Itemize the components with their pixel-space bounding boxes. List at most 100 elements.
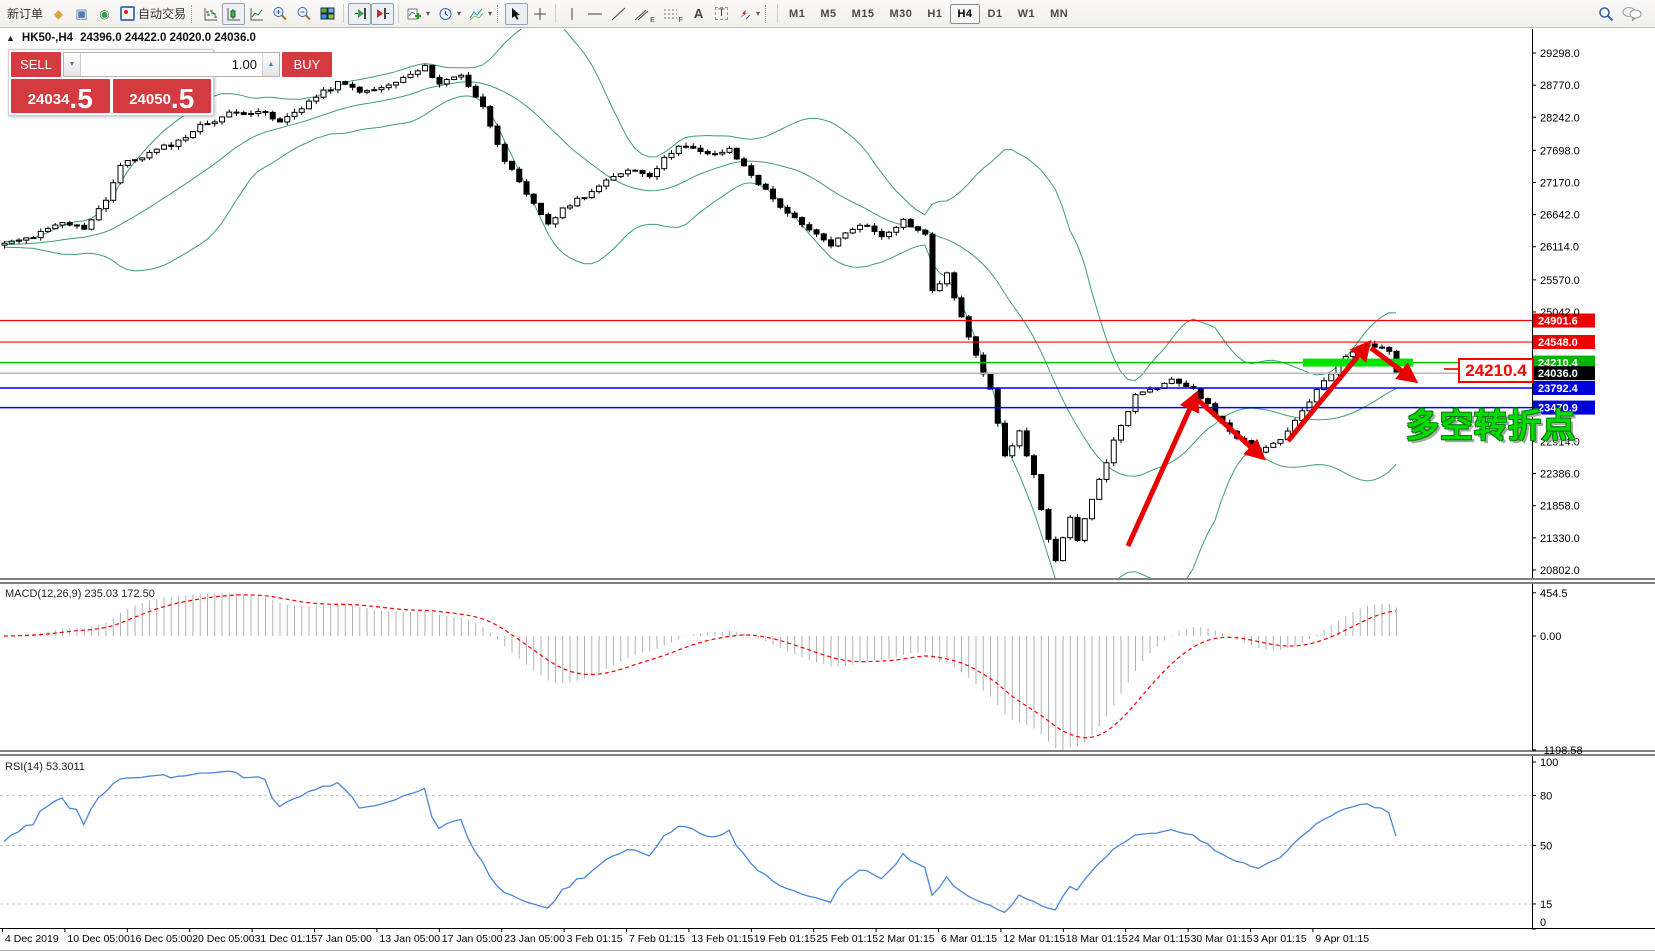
- chart-shift-button[interactable]: [371, 2, 395, 25]
- line-chart-button[interactable]: [245, 3, 268, 25]
- macd-signal-line: [3, 594, 1397, 739]
- timeframe-m5-button[interactable]: M5: [813, 4, 843, 24]
- svg-text:23470.9: 23470.9: [1538, 403, 1578, 415]
- candle: [414, 70, 421, 75]
- svg-text:23792.4: 23792.4: [1538, 383, 1579, 395]
- buy-button[interactable]: BUY: [282, 52, 332, 77]
- bar-chart-button[interactable]: [199, 3, 222, 25]
- sell-button[interactable]: SELL: [11, 52, 61, 77]
- svg-text:9 Apr 01:15: 9 Apr 01:15: [1315, 933, 1369, 945]
- svg-text:100: 100: [1540, 757, 1558, 769]
- candle: [741, 158, 747, 167]
- crosshair-button[interactable]: [528, 3, 551, 25]
- buy-price-box[interactable]: 24050 .5: [112, 79, 211, 113]
- svg-text:19 Feb 01:15: 19 Feb 01:15: [754, 933, 816, 945]
- volume-up-button[interactable]: ▲: [262, 53, 279, 76]
- candle: [182, 137, 189, 141]
- candle: [429, 64, 436, 78]
- new-chart-button[interactable]: ▾: [403, 3, 434, 25]
- timeframe-m1-button[interactable]: M1: [782, 4, 812, 24]
- candle: [886, 231, 892, 238]
- candle: [226, 111, 233, 118]
- svg-text:25570.0: 25570.0: [1540, 275, 1580, 287]
- candle: [1052, 538, 1059, 562]
- signals-button[interactable]: ◉: [93, 3, 116, 25]
- chart-canvas[interactable]: 24901.6 24548.0 24210.4 24036.0 23792.4 23470…: [0, 29, 1655, 950]
- candle: [654, 168, 660, 178]
- svg-text:0.00: 0.00: [1540, 631, 1561, 643]
- candle: [88, 219, 95, 230]
- equidistant-channel-button[interactable]: E: [630, 3, 659, 25]
- candle: [153, 148, 160, 153]
- volume-down-button[interactable]: ▼: [64, 53, 81, 76]
- candle: [1321, 380, 1327, 391]
- level-lines: 24901.6 24548.0 24210.4 24036.0 23792.4 23470…: [0, 313, 1595, 415]
- indicators-button[interactable]: ▾: [465, 3, 496, 25]
- search-icon[interactable]: [1598, 6, 1614, 22]
- autotrading-button[interactable]: 自动交易: [116, 3, 190, 25]
- horizontal-line-button[interactable]: [583, 3, 607, 25]
- zoom-out-button[interactable]: [292, 3, 316, 25]
- cursor-button[interactable]: [505, 2, 529, 25]
- timeframe-m30-button[interactable]: M30: [883, 4, 920, 24]
- periods-button[interactable]: ▾: [434, 3, 465, 25]
- auto-scroll-button[interactable]: [348, 2, 372, 25]
- svg-text:50: 50: [1540, 841, 1552, 853]
- svg-text:7 Feb 01:15: 7 Feb 01:15: [629, 933, 685, 945]
- fibonacci-button[interactable]: F: [659, 3, 687, 25]
- candlestick-chart-button[interactable]: [222, 2, 246, 25]
- candle: [588, 191, 595, 199]
- candle: [1205, 398, 1211, 405]
- candle: [523, 181, 530, 195]
- new-order-button[interactable]: 新订单: [3, 3, 47, 25]
- candle: [1277, 439, 1284, 444]
- candle: [262, 111, 269, 114]
- timeframe-mn-button[interactable]: MN: [1043, 4, 1075, 24]
- candle: [545, 214, 552, 225]
- price-tag: [1533, 400, 1595, 415]
- timeframe-m15-button[interactable]: M15: [845, 4, 882, 24]
- price-callout-box[interactable]: 24210.4: [1458, 358, 1534, 383]
- turning-point-annotation[interactable]: 多空转折点: [1406, 407, 1576, 444]
- price-tag: [1533, 355, 1595, 370]
- svg-text:18 Mar 01:15: 18 Mar 01:15: [1066, 933, 1128, 945]
- candle: [610, 176, 617, 181]
- text-tool-button[interactable]: A: [687, 3, 710, 25]
- collapse-panel-icon[interactable]: ▲: [6, 33, 15, 43]
- market-watch-button[interactable]: ▣: [70, 3, 93, 25]
- tile-windows-button[interactable]: [316, 3, 339, 25]
- chat-icon[interactable]: [1622, 6, 1642, 21]
- volume-input[interactable]: [81, 53, 262, 76]
- timeframe-d1-button[interactable]: D1: [981, 4, 1010, 24]
- zoom-in-button[interactable]: [268, 3, 292, 25]
- candle: [472, 85, 479, 98]
- vertical-line-button[interactable]: [560, 3, 583, 25]
- candle: [356, 86, 363, 93]
- candle: [958, 297, 965, 318]
- candle: [516, 168, 523, 183]
- price-axis: 29298.0 28770.0 28242.0 27698.0 27170.0 26642…: [1532, 29, 1580, 928]
- timeframe-h4-button[interactable]: H4: [950, 3, 980, 24]
- candle: [944, 272, 950, 285]
- toolbar-separator: [777, 4, 779, 23]
- signal-icon: ◉: [99, 6, 110, 21]
- candle: [835, 237, 842, 247]
- annotations: [1125, 339, 1458, 548]
- candle: [1060, 537, 1066, 562]
- candle: [16, 239, 22, 242]
- trendline-button[interactable]: [607, 3, 630, 25]
- profiles-button[interactable]: ◆: [47, 3, 70, 25]
- chart-window[interactable]: 24901.6 24548.0 24210.4 24036.0 23792.4 23470…: [0, 29, 1655, 950]
- timeframe-h1-button[interactable]: H1: [920, 4, 949, 24]
- text-label-button[interactable]: T: [710, 3, 733, 25]
- candle: [52, 224, 59, 230]
- macd-pane: 454.5 0.00 -1198.58: [3, 588, 1583, 757]
- arrows-tool-button[interactable]: ▾: [733, 3, 764, 25]
- timeframe-w1-button[interactable]: W1: [1011, 4, 1043, 24]
- candle: [726, 147, 733, 153]
- candle: [1038, 474, 1045, 511]
- svg-text:21330.0: 21330.0: [1540, 533, 1580, 545]
- candle: [683, 145, 689, 148]
- candle: [219, 116, 225, 123]
- sell-price-box[interactable]: 24034 .5: [11, 79, 110, 113]
